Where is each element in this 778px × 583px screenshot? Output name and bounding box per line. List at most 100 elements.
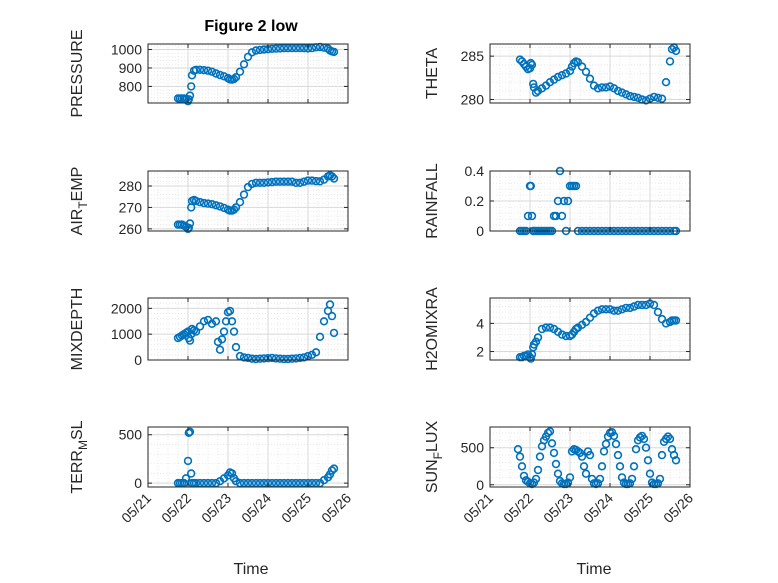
data-point — [537, 324, 547, 334]
data-point — [255, 354, 265, 363]
data-point — [641, 443, 651, 452]
data-point — [329, 464, 339, 473]
data-point — [557, 211, 567, 221]
x-tick-label: 05/23 — [540, 490, 576, 526]
data-point — [613, 306, 623, 315]
axes-box — [147, 43, 349, 104]
subplot-rainfall: 0 0.2 0.4 RAINFALL — [424, 163, 691, 239]
y-tick-label: 800 — [119, 78, 143, 94]
data-point — [191, 65, 201, 75]
subplot-h2omixra: 2 4 H2OMIXRA — [424, 287, 691, 371]
x-tick-label: 05/22 — [158, 490, 194, 526]
data-point — [207, 67, 217, 76]
data-point — [259, 354, 269, 363]
data-point — [275, 177, 285, 186]
y-tick-label: 0 — [134, 352, 142, 368]
data-point — [549, 448, 559, 458]
data-point — [609, 306, 619, 315]
data-point — [327, 172, 337, 181]
data-point — [581, 469, 591, 478]
data-point — [553, 469, 563, 478]
data-point — [279, 43, 289, 53]
y-axis-label: H2OMIXRA — [424, 287, 441, 371]
data-point — [643, 456, 653, 465]
y-tick-label: 500 — [461, 440, 485, 456]
y-tick-label: 2000 — [111, 300, 142, 316]
data-point — [227, 469, 237, 478]
data-point — [577, 452, 587, 461]
data-point — [221, 317, 231, 326]
data-point — [231, 477, 241, 486]
data-point — [661, 77, 671, 87]
data-point — [625, 91, 635, 101]
data-point — [557, 70, 567, 80]
data-point — [329, 328, 339, 338]
data-point — [291, 43, 301, 53]
data-point — [547, 439, 557, 448]
data-point — [519, 471, 529, 481]
data-point — [195, 197, 205, 207]
data-point — [541, 323, 551, 332]
data-point — [526, 181, 535, 191]
x-tick-label: 05/25 — [620, 490, 656, 526]
data-point — [199, 317, 209, 326]
data-point — [625, 303, 635, 313]
data-point — [229, 327, 239, 336]
data-point — [617, 473, 627, 482]
y-tick-label: 1000 — [111, 326, 142, 342]
data-point — [613, 450, 623, 460]
data-point — [239, 60, 249, 69]
data-point — [531, 337, 541, 346]
data-point — [255, 45, 265, 55]
data-point — [671, 46, 681, 56]
x-tick-label: 05/26 — [660, 490, 696, 526]
data-point — [535, 452, 545, 461]
data-point — [329, 174, 339, 183]
y-tick-label: 270 — [119, 199, 143, 215]
y-tick-label: 0.4 — [465, 163, 485, 179]
y-tick-label: 0 — [134, 475, 142, 491]
data-point — [621, 303, 631, 313]
y-tick-label: 2 — [476, 344, 484, 360]
data-point — [587, 474, 597, 484]
data-point — [311, 348, 321, 357]
y-tick-label: 4 — [476, 315, 484, 331]
data-point — [565, 66, 575, 76]
data-point — [259, 178, 269, 188]
data-point — [325, 300, 335, 309]
data-point — [299, 353, 309, 362]
data-point — [665, 434, 675, 444]
data-point — [559, 196, 569, 206]
subplot-mixdepth: 0 1000 2000 MIXDEPTH — [69, 288, 349, 371]
data-point — [601, 439, 611, 449]
data-point — [229, 74, 239, 84]
x-tick-label: 05/21 — [460, 490, 496, 526]
data-point — [215, 202, 225, 211]
data-point — [671, 456, 681, 465]
data-point — [187, 469, 196, 478]
data-point — [657, 94, 667, 103]
data-point — [611, 439, 621, 449]
y-tick-label: 0.2 — [465, 193, 485, 209]
axes-box — [489, 297, 691, 361]
axes-box — [147, 170, 349, 232]
data-point — [597, 462, 607, 471]
data-point — [645, 469, 655, 478]
data-point — [287, 43, 297, 53]
data-point — [263, 354, 273, 363]
data-point — [267, 353, 277, 363]
data-point — [199, 65, 209, 75]
data-point — [311, 176, 321, 186]
y-axis-label: MIXDEPTH — [69, 288, 86, 371]
figure-title: Figure 2 low — [204, 18, 298, 35]
data-point — [627, 474, 637, 484]
data-point — [531, 88, 541, 97]
data-point — [665, 57, 675, 66]
data-point — [545, 427, 555, 436]
data-point — [207, 200, 217, 209]
data-point — [251, 354, 261, 364]
data-point — [315, 332, 325, 341]
axes-box — [147, 297, 349, 361]
data-point — [263, 178, 273, 187]
